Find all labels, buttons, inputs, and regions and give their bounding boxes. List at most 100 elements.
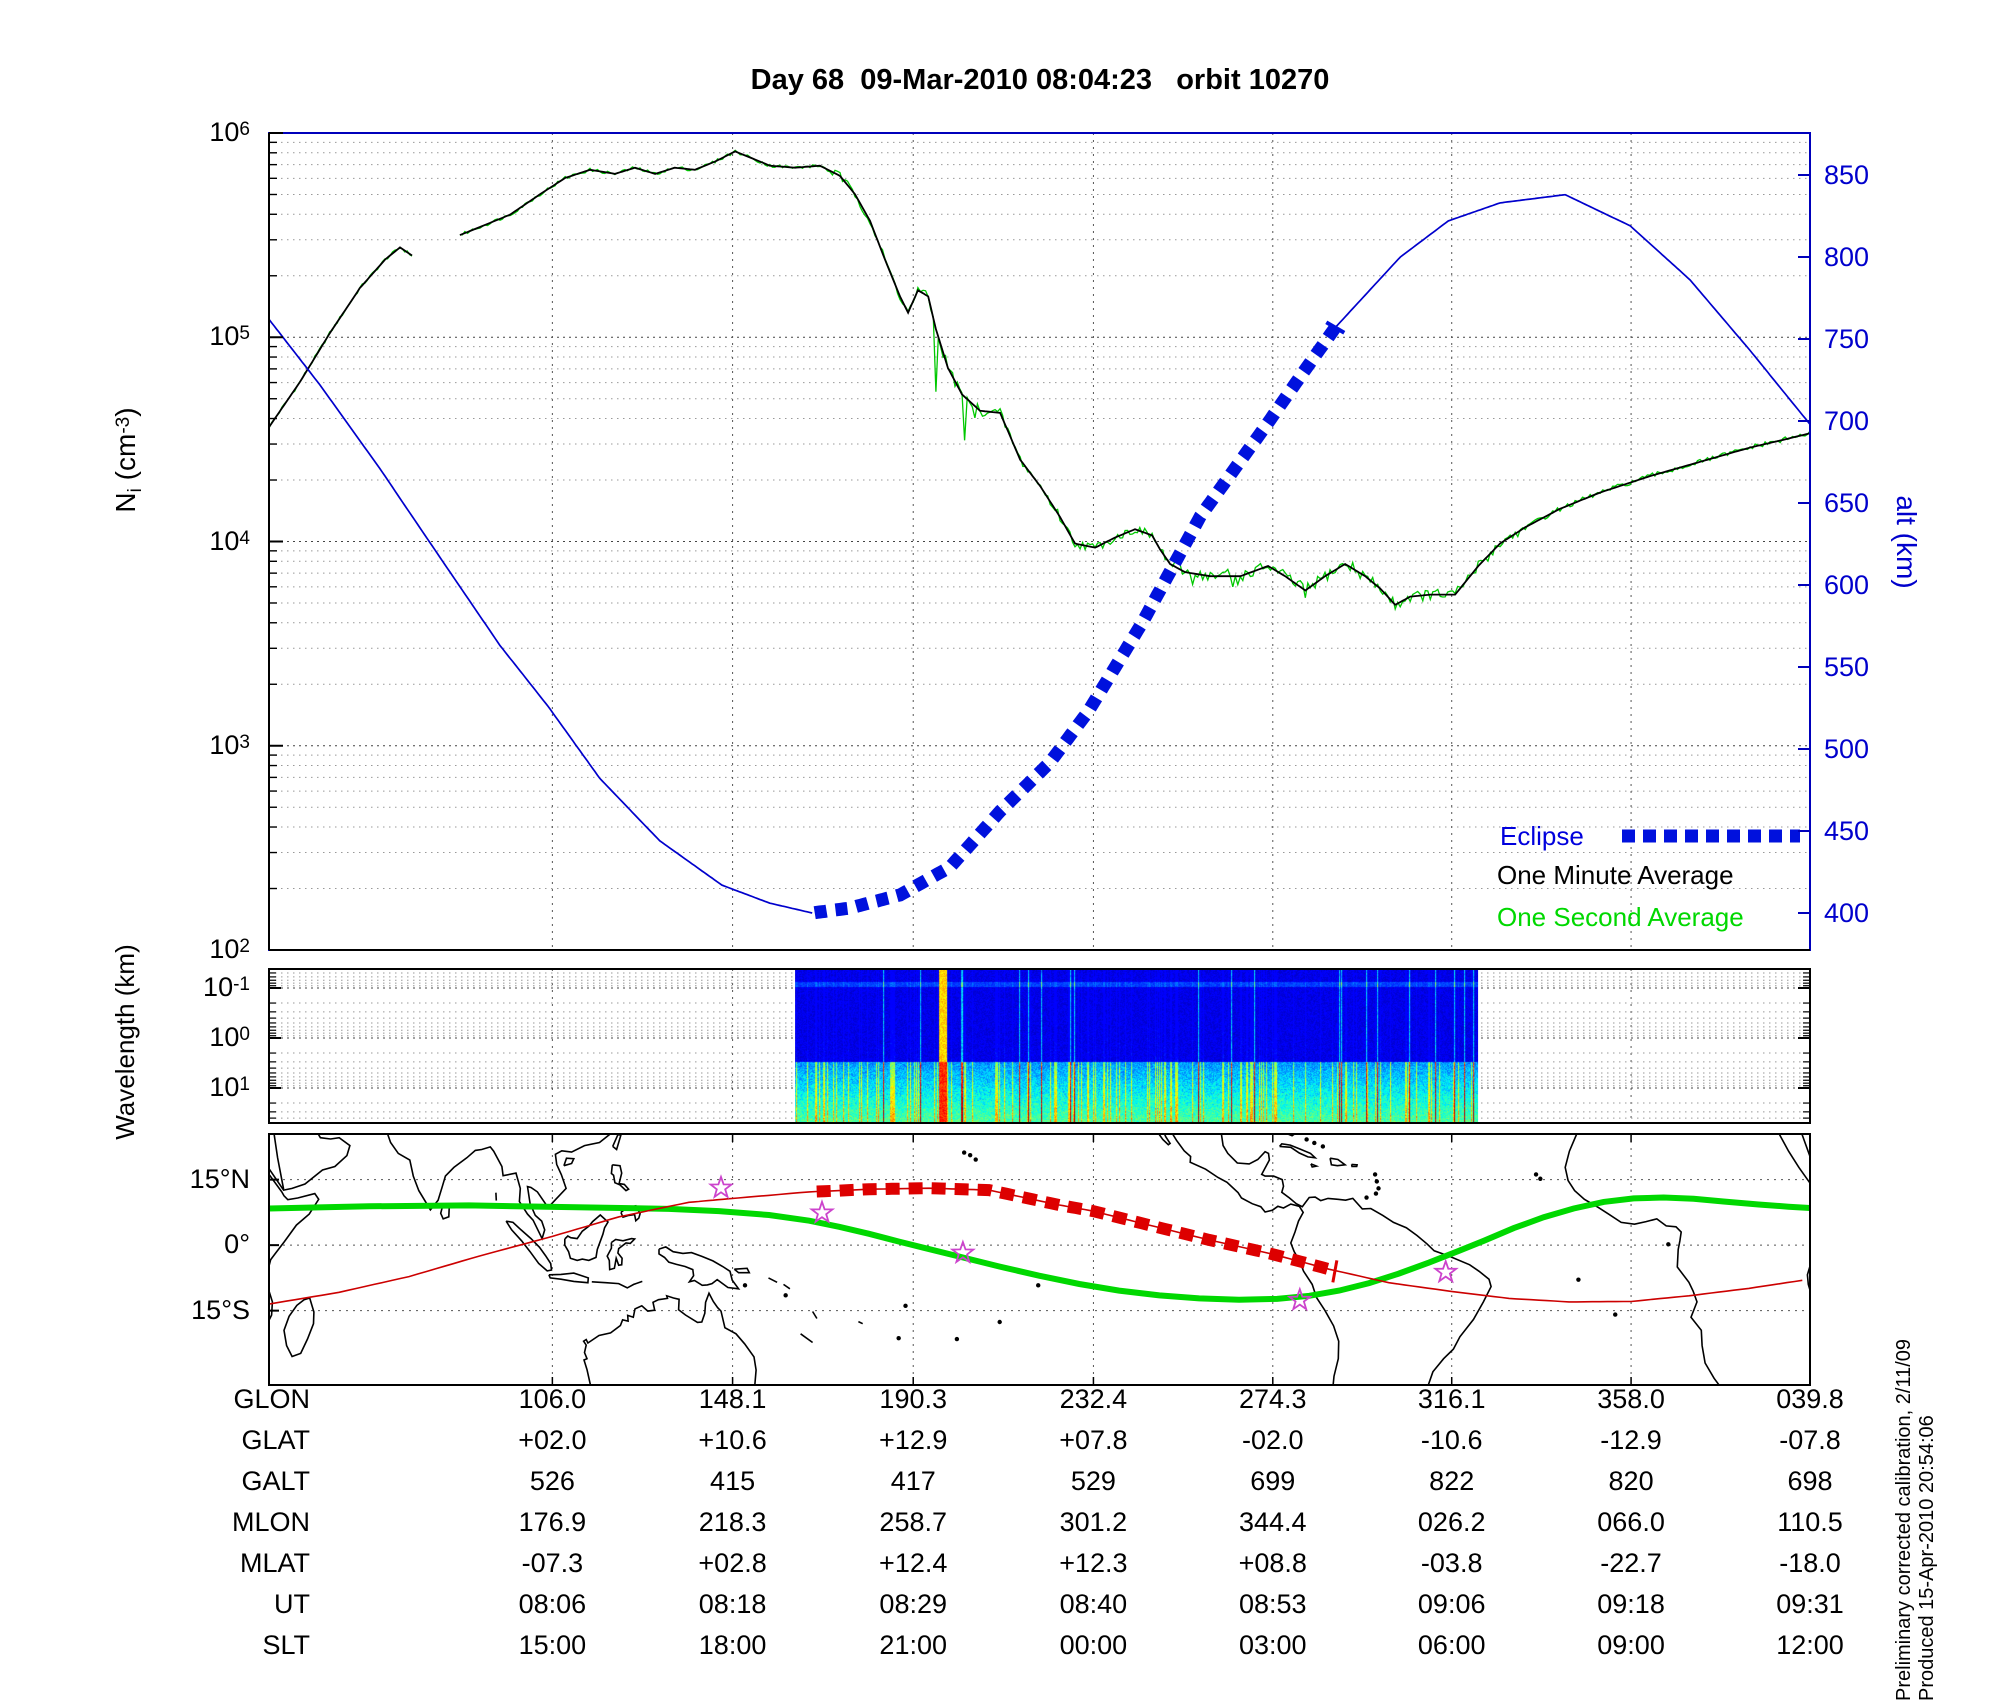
table-cell-GALT-5: 822	[1382, 1466, 1522, 1497]
island-dot	[1666, 1242, 1670, 1246]
table-cell-GLAT-2: +12.9	[843, 1425, 983, 1456]
coastline	[611, 1165, 628, 1191]
table-cell-GLAT-4: -02.0	[1203, 1425, 1343, 1456]
page-title: Day 68 09-Mar-2010 08:04:23 orbit 10270	[340, 64, 1740, 97]
table-cell-MLAT-4: +08.8	[1203, 1548, 1343, 1579]
island-dot	[1375, 1179, 1379, 1183]
alt-tick-label: 650	[1824, 488, 1914, 519]
table-cell-UT-4: 08:53	[1203, 1589, 1343, 1620]
ni-tick-label: 103	[150, 730, 250, 761]
coastline	[592, 1281, 643, 1288]
alt-axis-label: alt (km)	[1882, 432, 1922, 652]
table-cell-GALT-4: 699	[1203, 1466, 1343, 1497]
panel-frames	[269, 133, 1810, 1385]
table-cell-GLON-0: 106.0	[482, 1384, 622, 1415]
eclipse-dashed-segment	[815, 328, 1336, 913]
table-cell-GLAT-3: +07.8	[1023, 1425, 1163, 1456]
coastline	[1311, 1164, 1317, 1167]
island-dot	[1534, 1172, 1538, 1176]
coastline	[858, 1322, 862, 1324]
table-cell-SLT-0: 15:00	[482, 1630, 622, 1661]
table-cell-GLAT-5: -10.6	[1382, 1425, 1522, 1456]
island-dot	[1364, 1195, 1368, 1199]
island-dot	[974, 1157, 978, 1161]
table-cell-SLT-7: 12:00	[1740, 1630, 1880, 1661]
event-star-marker	[711, 1177, 732, 1197]
altitude-curve	[269, 195, 1810, 913]
coastline	[1352, 1164, 1358, 1166]
table-cell-MLAT-3: +12.3	[1023, 1548, 1163, 1579]
table-cell-GLAT-6: -12.9	[1561, 1425, 1701, 1456]
coastline	[1802, 1134, 1810, 1157]
table-cell-MLAT-7: -18.0	[1740, 1548, 1880, 1579]
map-lat-tick-label: 15°N	[140, 1164, 250, 1195]
coastline	[1159, 1134, 1170, 1145]
table-cell-GLON-4: 274.3	[1203, 1384, 1343, 1415]
alt-tick-label: 450	[1824, 816, 1914, 847]
table-cell-UT-1: 08:18	[663, 1589, 803, 1620]
table-row-label-UT: UT	[90, 1589, 310, 1620]
table-cell-GLON-1: 148.1	[663, 1384, 803, 1415]
table-cell-GALT-2: 417	[843, 1466, 983, 1497]
table-cell-SLT-4: 03:00	[1203, 1630, 1343, 1661]
table-cell-MLON-7: 110.5	[1740, 1507, 1880, 1538]
table-cell-GLAT-7: -07.8	[1740, 1425, 1880, 1456]
coastline	[564, 1158, 574, 1166]
table-cell-GALT-1: 415	[663, 1466, 803, 1497]
event-star-marker	[1435, 1261, 1456, 1281]
map-lat-tick-label: 0°	[140, 1229, 250, 1260]
table-row-label-MLON: MLON	[90, 1507, 310, 1538]
legend-one-minute-label: One Minute Average	[1497, 860, 1734, 891]
alt-tick-label: 550	[1824, 652, 1914, 683]
table-cell-UT-5: 09:06	[1382, 1589, 1522, 1620]
table-cell-GLON-7: 039.8	[1740, 1384, 1880, 1415]
table-cell-GALT-3: 529	[1023, 1466, 1163, 1497]
table-cell-MLON-4: 344.4	[1203, 1507, 1343, 1538]
alt-tick-label: 500	[1824, 734, 1914, 765]
ni-tick-label: 104	[150, 526, 250, 557]
wavelength-tick-label: 101	[150, 1072, 250, 1103]
island-dot	[1376, 1186, 1380, 1190]
spectrogram-image	[795, 970, 1478, 1122]
event-star-marker	[812, 1202, 833, 1222]
coastline	[659, 1247, 739, 1289]
table-cell-GLON-6: 358.0	[1561, 1384, 1701, 1415]
table-cell-GLON-2: 190.3	[843, 1384, 983, 1415]
table-cell-GLAT-0: +02.0	[482, 1425, 622, 1456]
coastline	[1330, 1158, 1345, 1166]
produced-note-line1: Preliminary corrected calibration, 2/11/…	[1893, 1241, 1916, 1701]
table-cell-GALT-6: 820	[1561, 1466, 1701, 1497]
ground-track-eclipse	[817, 1188, 1329, 1269]
table-cell-GLON-5: 316.1	[1382, 1384, 1522, 1415]
table-cell-MLAT-5: -03.8	[1382, 1548, 1522, 1579]
coastline	[607, 1239, 634, 1270]
island-dot	[1373, 1172, 1377, 1176]
coastline	[284, 1298, 314, 1357]
coastline	[1173, 1134, 1339, 1385]
table-cell-MLON-3: 301.2	[1023, 1507, 1163, 1538]
table-row-label-GLON: GLON	[90, 1384, 310, 1415]
coastline	[1565, 1134, 1719, 1385]
island-dot	[955, 1337, 959, 1341]
table-cell-GLAT-1: +10.6	[663, 1425, 803, 1456]
coastline	[813, 1312, 817, 1319]
ni-tick-label: 102	[150, 934, 250, 965]
island-dot	[968, 1153, 972, 1157]
table-row-label-GALT: GALT	[90, 1466, 310, 1497]
island-dot	[1538, 1177, 1542, 1181]
table-cell-MLON-6: 066.0	[1561, 1507, 1701, 1538]
table-cell-UT-6: 09:18	[1561, 1589, 1701, 1620]
table-cell-GALT-0: 526	[482, 1466, 622, 1497]
table-cell-MLAT-0: -07.3	[482, 1548, 622, 1579]
table-row-label-MLAT: MLAT	[90, 1548, 310, 1579]
table-cell-MLON-5: 026.2	[1382, 1507, 1522, 1538]
table-cell-SLT-5: 06:00	[1382, 1630, 1522, 1661]
wavelength-tick-label: 100	[150, 1022, 250, 1053]
alt-tick-label: 750	[1824, 324, 1914, 355]
table-cell-UT-0: 08:06	[482, 1589, 622, 1620]
table-cell-MLAT-1: +02.8	[663, 1548, 803, 1579]
coastline	[584, 1293, 757, 1385]
table-cell-SLT-1: 18:00	[663, 1630, 803, 1661]
table-cell-MLON-1: 218.3	[663, 1507, 803, 1538]
